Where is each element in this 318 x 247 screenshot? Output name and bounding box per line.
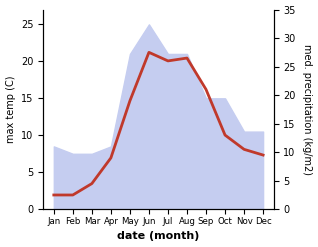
Y-axis label: med. precipitation (kg/m2): med. precipitation (kg/m2) [302,44,313,175]
X-axis label: date (month): date (month) [117,231,200,242]
Y-axis label: max temp (C): max temp (C) [5,76,16,143]
